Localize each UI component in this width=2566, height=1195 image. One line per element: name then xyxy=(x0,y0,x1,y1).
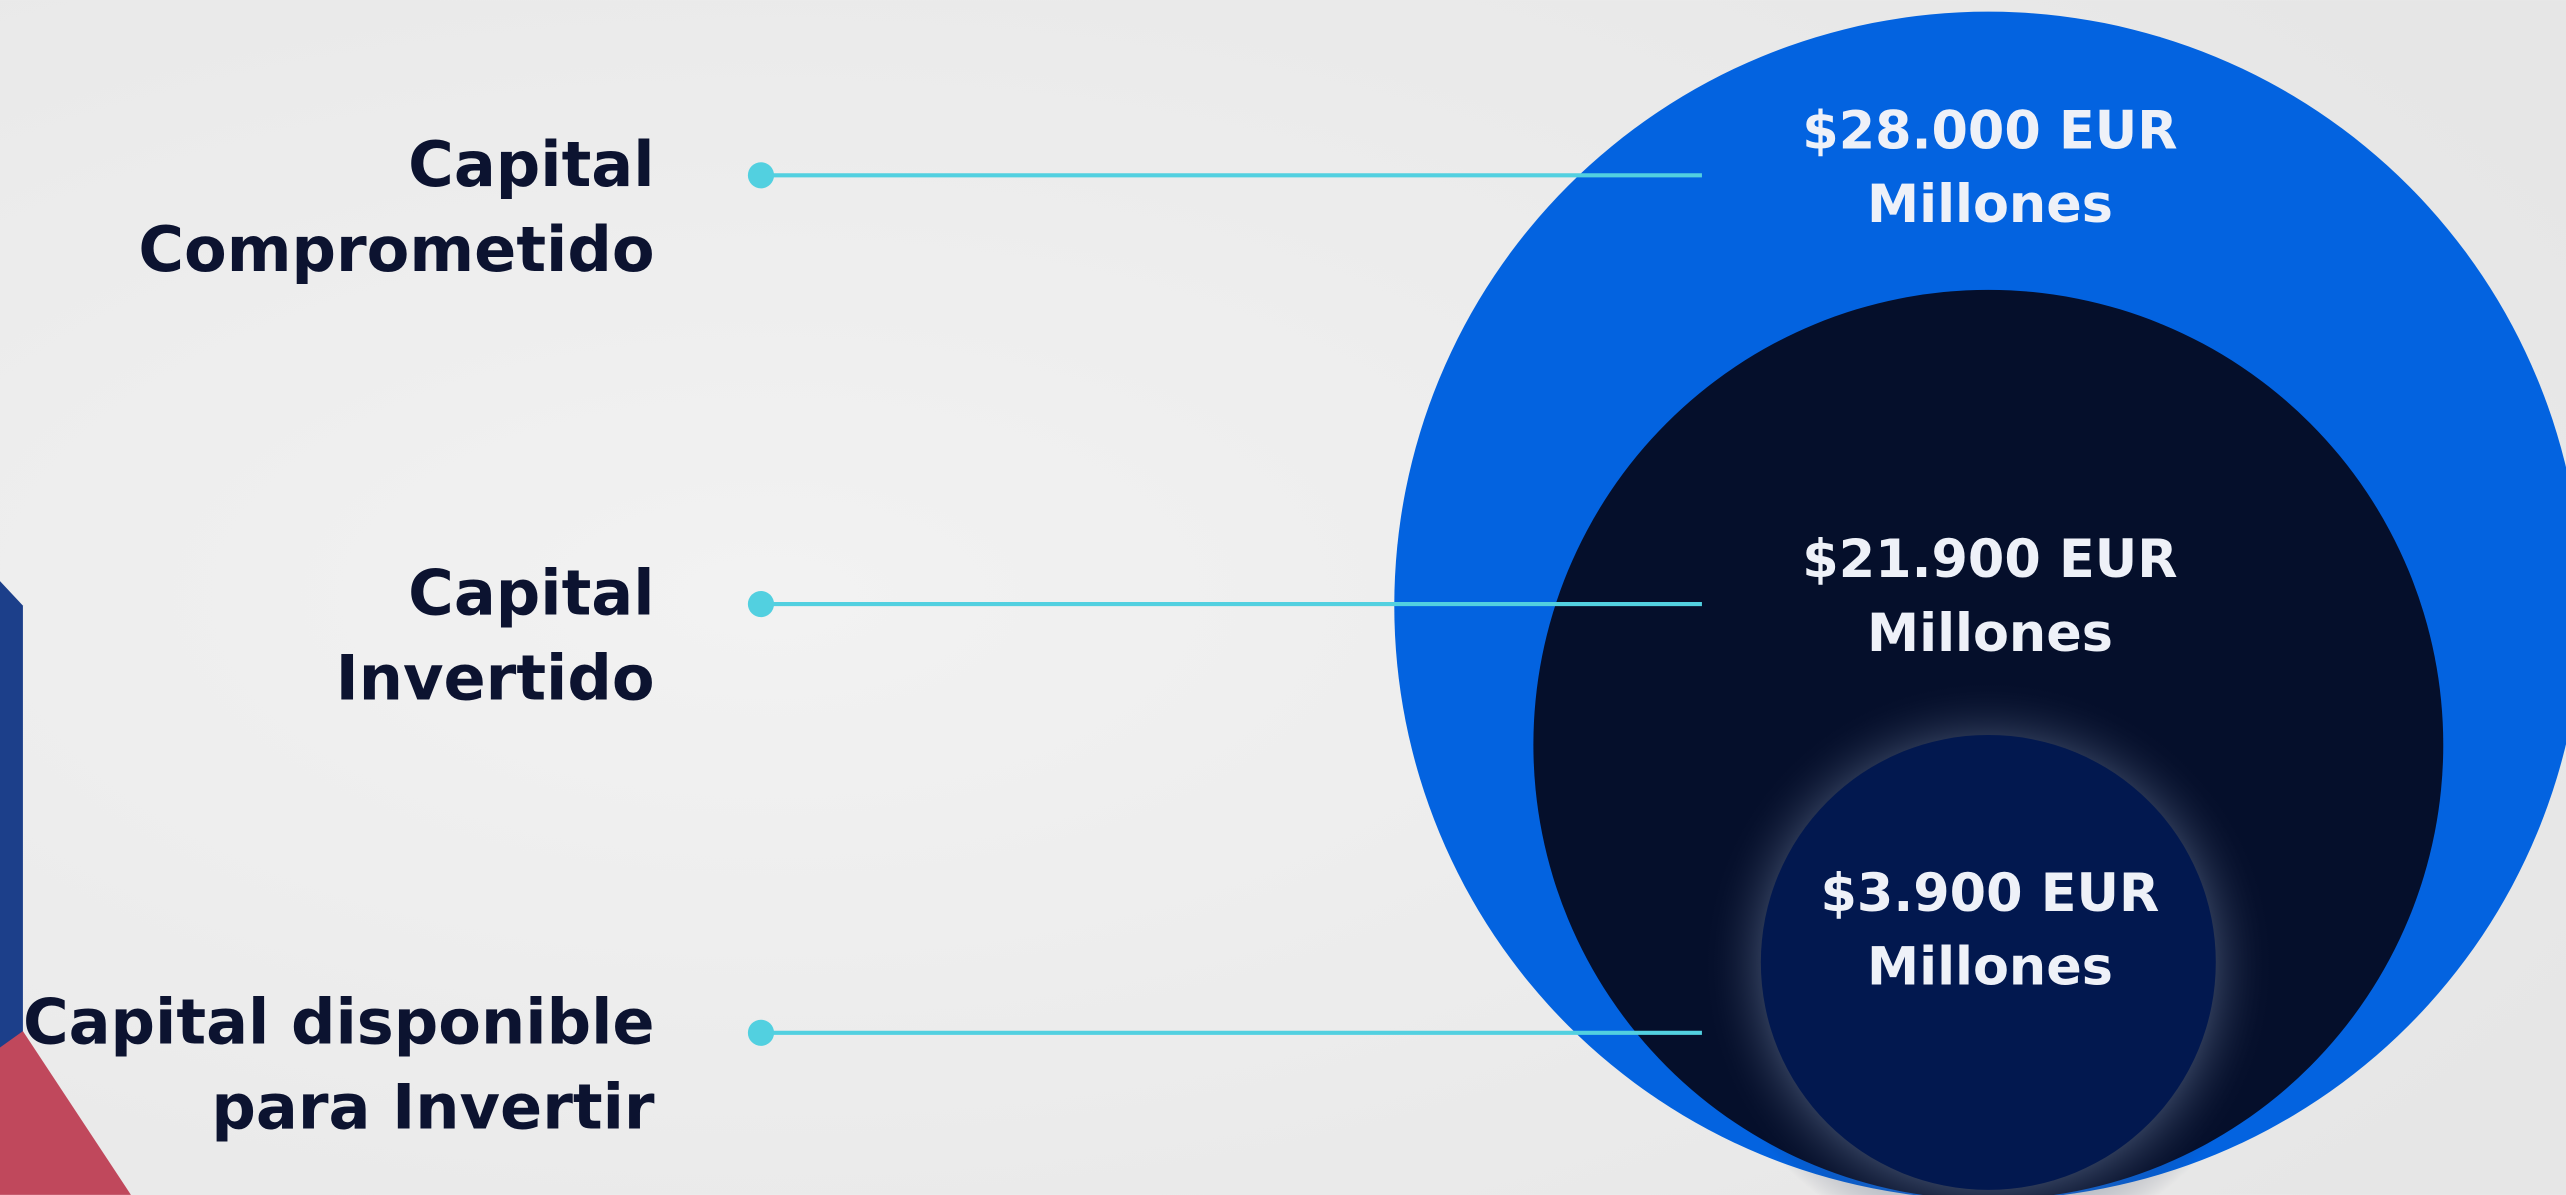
connector-dot xyxy=(747,162,775,189)
item-value: Millones xyxy=(1867,174,2113,235)
item-label: Invertido xyxy=(336,642,655,715)
item-label: Capital xyxy=(408,128,654,201)
item-value: $28.000 EUR xyxy=(1802,100,2177,161)
item-label: Capital xyxy=(408,557,654,630)
item-label: Capital disponible xyxy=(23,985,655,1058)
item-label: para Invertir xyxy=(211,1070,654,1143)
cube-decoration xyxy=(0,581,23,1064)
item-label: Comprometido xyxy=(138,213,654,286)
item-value: Millones xyxy=(1867,937,2113,998)
connector-dot xyxy=(747,590,775,618)
connector-dot xyxy=(747,1019,775,1046)
cube-decoration xyxy=(0,1031,131,1195)
inner-circle xyxy=(1760,734,2216,1190)
item-value: Millones xyxy=(1867,603,2113,664)
item-value: $3.900 EUR xyxy=(1821,863,2160,924)
item-value: $21.900 EUR xyxy=(1802,529,2177,590)
